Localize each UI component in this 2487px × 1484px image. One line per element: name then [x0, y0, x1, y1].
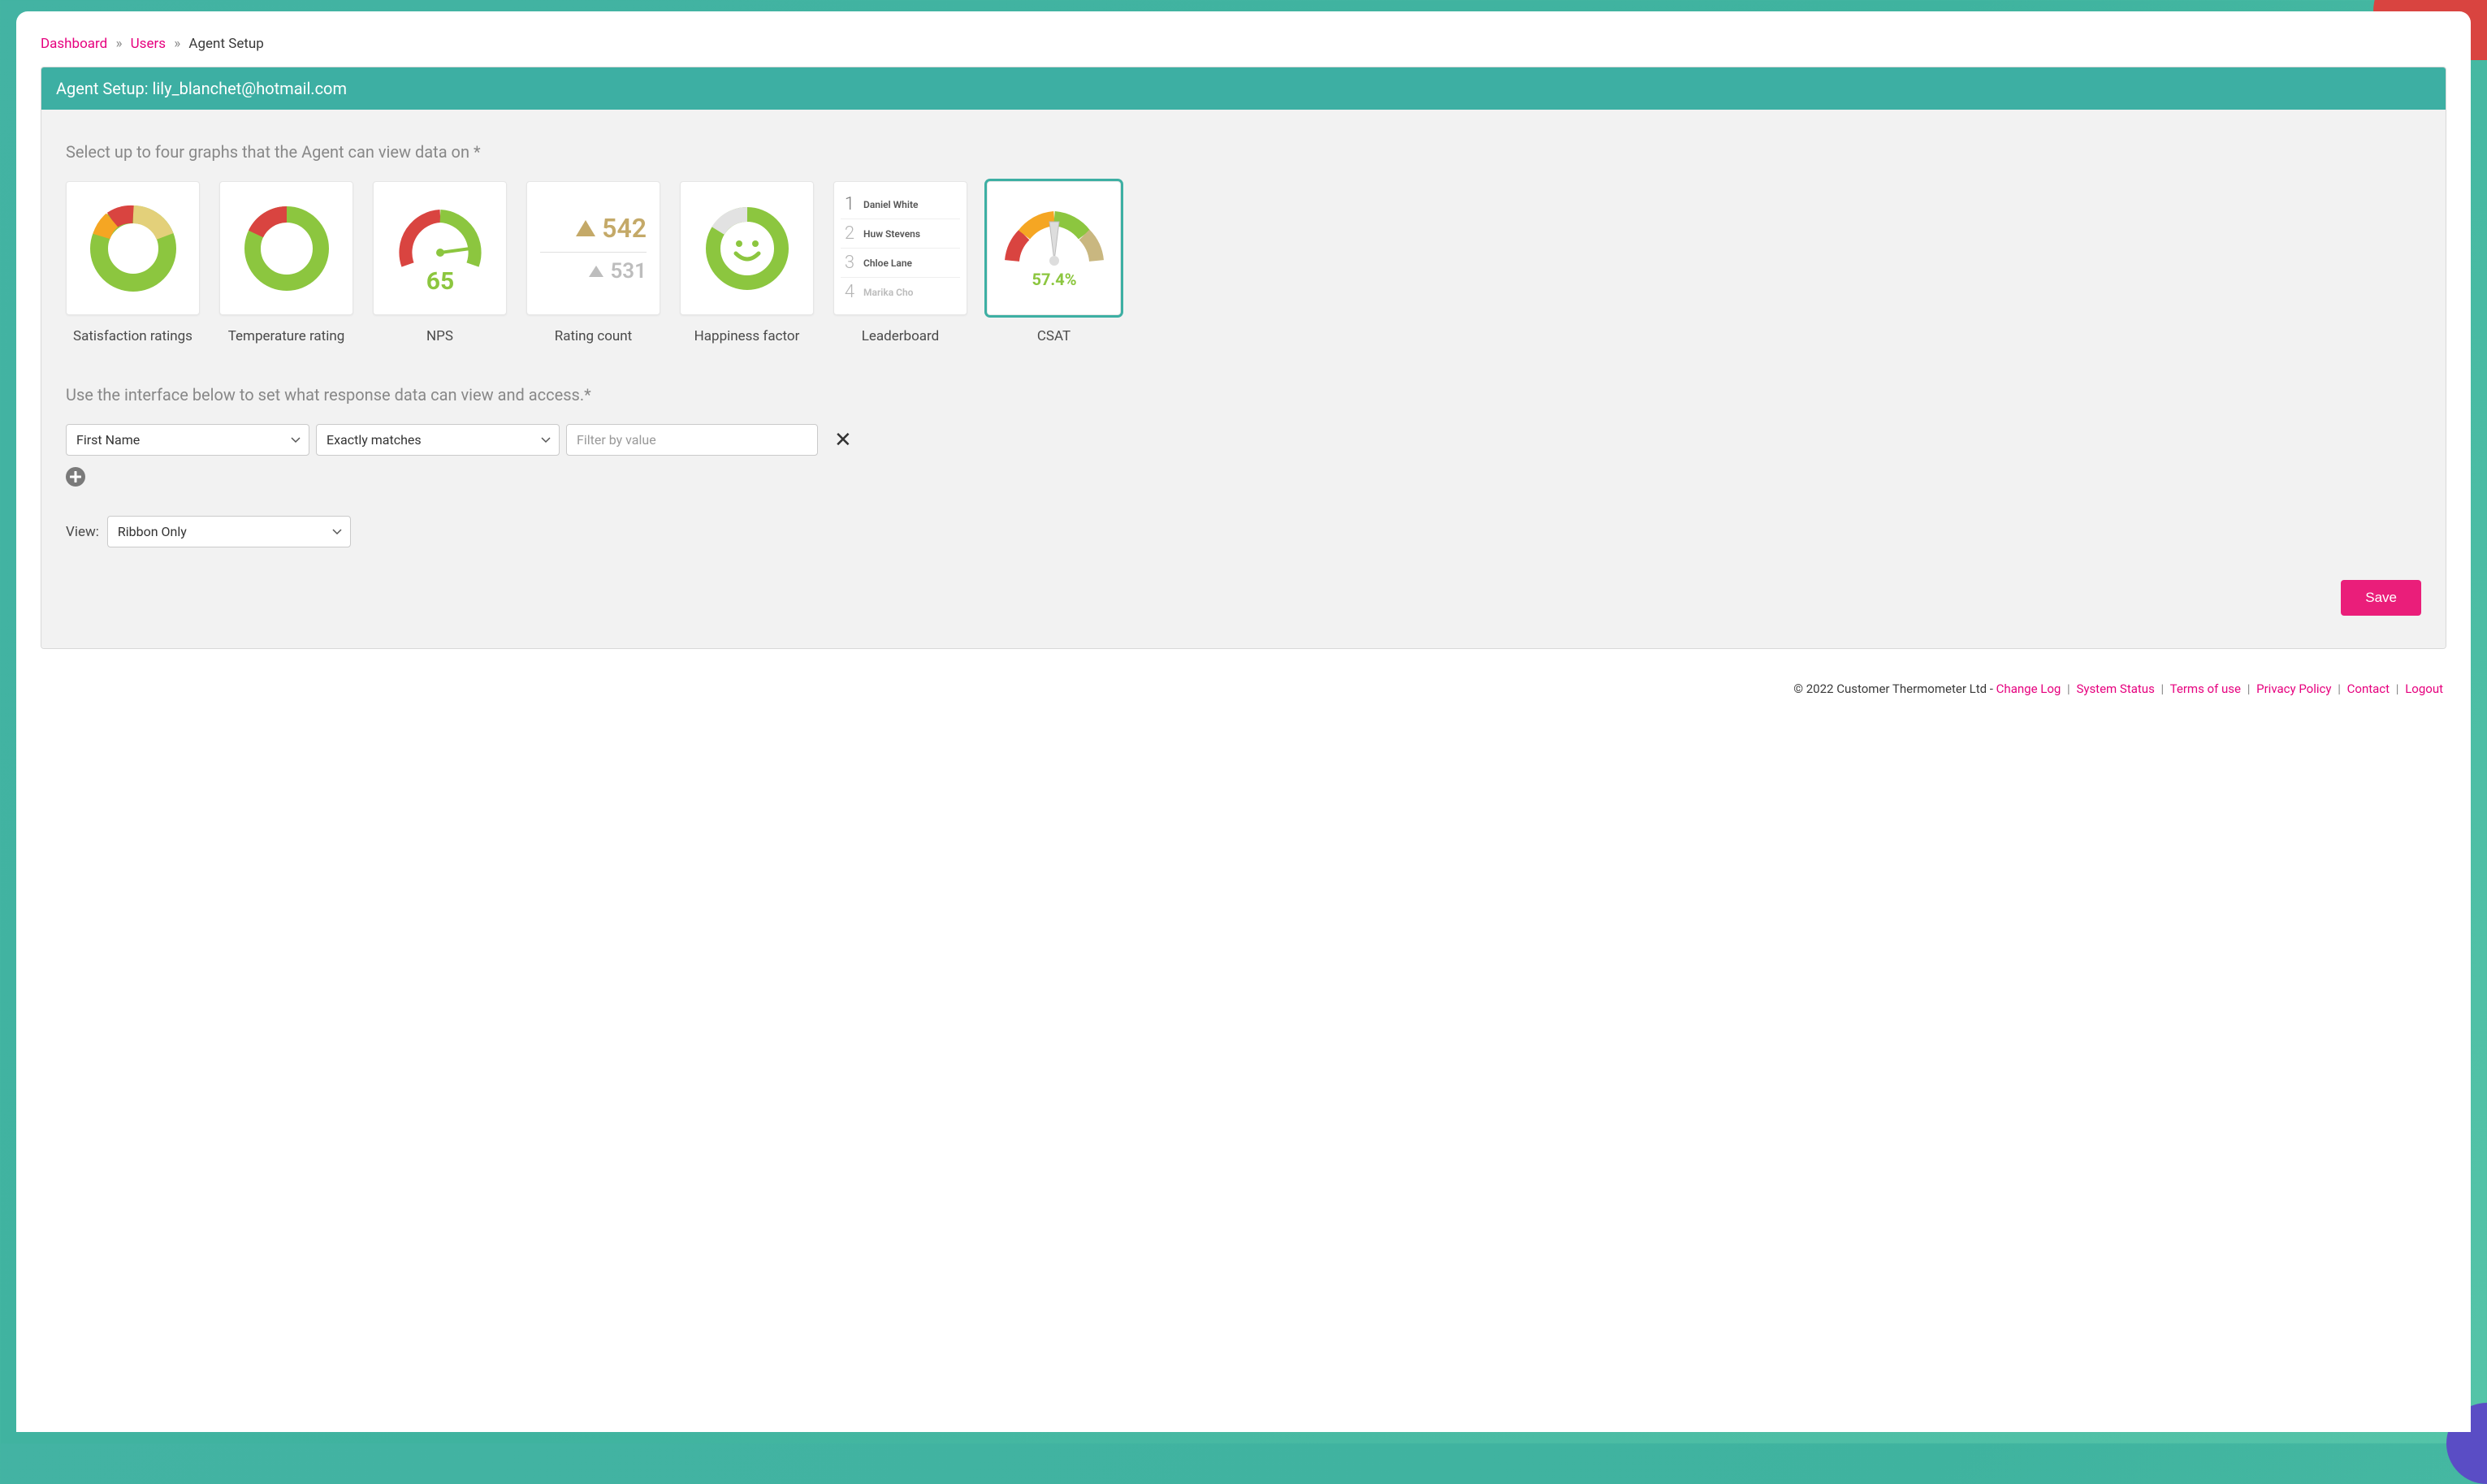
breadcrumb-dashboard[interactable]: Dashboard	[41, 36, 107, 52]
filter-section-label: Use the interface below to set what resp…	[66, 385, 2421, 405]
breadcrumb-sep: »	[174, 36, 180, 52]
leaderboard-list: 1 Daniel White 2 Huw Stevens 3 Chloe Lan…	[841, 190, 960, 306]
graph-item-leaderboard[interactable]: 1 Daniel White 2 Huw Stevens 3 Chloe Lan…	[833, 181, 967, 344]
graphs-row: Satisfaction ratings Temperature rating	[66, 181, 2421, 344]
footer-logout-link[interactable]: Logout	[2405, 681, 2443, 696]
plus-icon	[70, 471, 81, 482]
csat-gauge-icon: 57.4%	[997, 200, 1111, 297]
leaderboard-name: Marika Cho	[863, 287, 913, 298]
filter-field-select[interactable]: First Name	[66, 424, 309, 456]
satisfaction-donut-icon	[84, 200, 182, 297]
graph-item-happiness[interactable]: Happiness factor	[680, 181, 814, 344]
graph-item-temperature[interactable]: Temperature rating	[219, 181, 353, 344]
graph-label: CSAT	[1037, 328, 1070, 344]
leaderboard-row: 1 Daniel White	[841, 190, 960, 219]
graph-card-happiness	[680, 181, 814, 315]
graphs-section-label: Select up to four graphs that the Agent …	[66, 142, 2421, 162]
view-label: View:	[66, 524, 99, 540]
panel-title: Agent Setup: lily_blanchet@hotmail.com	[41, 67, 2446, 110]
graph-label: Happiness factor	[694, 328, 800, 344]
leaderboard-rank: 1	[842, 194, 857, 214]
footer-privacy-link[interactable]: Privacy Policy	[2256, 681, 2331, 696]
graph-label: Leaderboard	[862, 328, 939, 344]
graph-card-nps: 65	[373, 181, 507, 315]
graph-card-satisfaction	[66, 181, 200, 315]
leaderboard-name: Huw Stevens	[863, 228, 920, 240]
graph-card-rating-count: 542 531	[526, 181, 660, 315]
footer-terms-link[interactable]: Terms of use	[2170, 681, 2241, 696]
svg-text:65: 65	[426, 267, 453, 296]
graph-card-leaderboard: 1 Daniel White 2 Huw Stevens 3 Chloe Lan…	[833, 181, 967, 315]
graph-label: Rating count	[555, 328, 632, 344]
remove-filter-icon[interactable]: ✕	[834, 428, 852, 452]
breadcrumb-users[interactable]: Users	[131, 36, 166, 52]
rating-count-top: 542	[602, 213, 647, 244]
rating-count-bottom: 531	[610, 259, 647, 283]
footer-status-link[interactable]: System Status	[2076, 681, 2154, 696]
graph-label: Temperature rating	[228, 328, 345, 344]
temperature-donut-icon	[238, 200, 335, 297]
panel-body: Select up to four graphs that the Agent …	[41, 110, 2446, 648]
view-select[interactable]: Ribbon Only	[107, 516, 351, 547]
rating-count-content: 542 531	[534, 213, 653, 283]
leaderboard-name: Daniel White	[863, 199, 918, 210]
filter-operator-select[interactable]: Exactly matches	[316, 424, 560, 456]
leaderboard-name: Chloe Lane	[863, 257, 912, 269]
leaderboard-row: 4 Marika Cho	[841, 278, 960, 306]
view-row: View: Ribbon Only	[66, 516, 2421, 547]
footer: © 2022 Customer Thermometer Ltd - Change…	[41, 681, 2446, 696]
nps-gauge-icon: 65	[387, 196, 493, 301]
graph-label: NPS	[426, 328, 453, 344]
triangle-up-gold-icon	[574, 218, 597, 238]
graph-item-nps[interactable]: 65 NPS	[373, 181, 507, 344]
leaderboard-rank: 3	[842, 253, 857, 273]
leaderboard-row: 3 Chloe Lane	[841, 249, 960, 278]
leaderboard-row: 2 Huw Stevens	[841, 219, 960, 249]
svg-text:57.4%: 57.4%	[1032, 270, 1076, 289]
footer-changelog-link[interactable]: Change Log	[1996, 681, 2061, 696]
graph-card-temperature	[219, 181, 353, 315]
leaderboard-rank: 4	[842, 282, 857, 302]
page-container: Dashboard » Users » Agent Setup Agent Se…	[16, 11, 2471, 1432]
footer-contact-link[interactable]: Contact	[2347, 681, 2390, 696]
add-filter-button[interactable]	[66, 467, 85, 487]
triangle-up-grey-icon	[587, 264, 605, 279]
save-button[interactable]: Save	[2341, 580, 2421, 616]
filter-row: First Name Exactly matches ✕	[66, 424, 2421, 456]
graph-card-csat: 57.4%	[987, 181, 1121, 315]
agent-setup-panel: Agent Setup: lily_blanchet@hotmail.com S…	[41, 67, 2446, 649]
breadcrumb: Dashboard » Users » Agent Setup	[41, 36, 2446, 52]
graph-item-rating-count[interactable]: 542 531 Rating count	[526, 181, 660, 344]
happiness-donut-icon	[699, 200, 796, 297]
graph-label: Satisfaction ratings	[73, 328, 192, 344]
footer-copyright: © 2022 Customer Thermometer Ltd -	[1793, 681, 1996, 696]
graph-item-csat[interactable]: 57.4% CSAT	[987, 181, 1121, 344]
breadcrumb-sep: »	[115, 36, 122, 52]
filter-value-input[interactable]	[566, 424, 818, 456]
leaderboard-rank: 2	[842, 223, 857, 244]
graph-item-satisfaction[interactable]: Satisfaction ratings	[66, 181, 200, 344]
save-row: Save	[66, 580, 2421, 616]
breadcrumb-current: Agent Setup	[188, 36, 263, 52]
